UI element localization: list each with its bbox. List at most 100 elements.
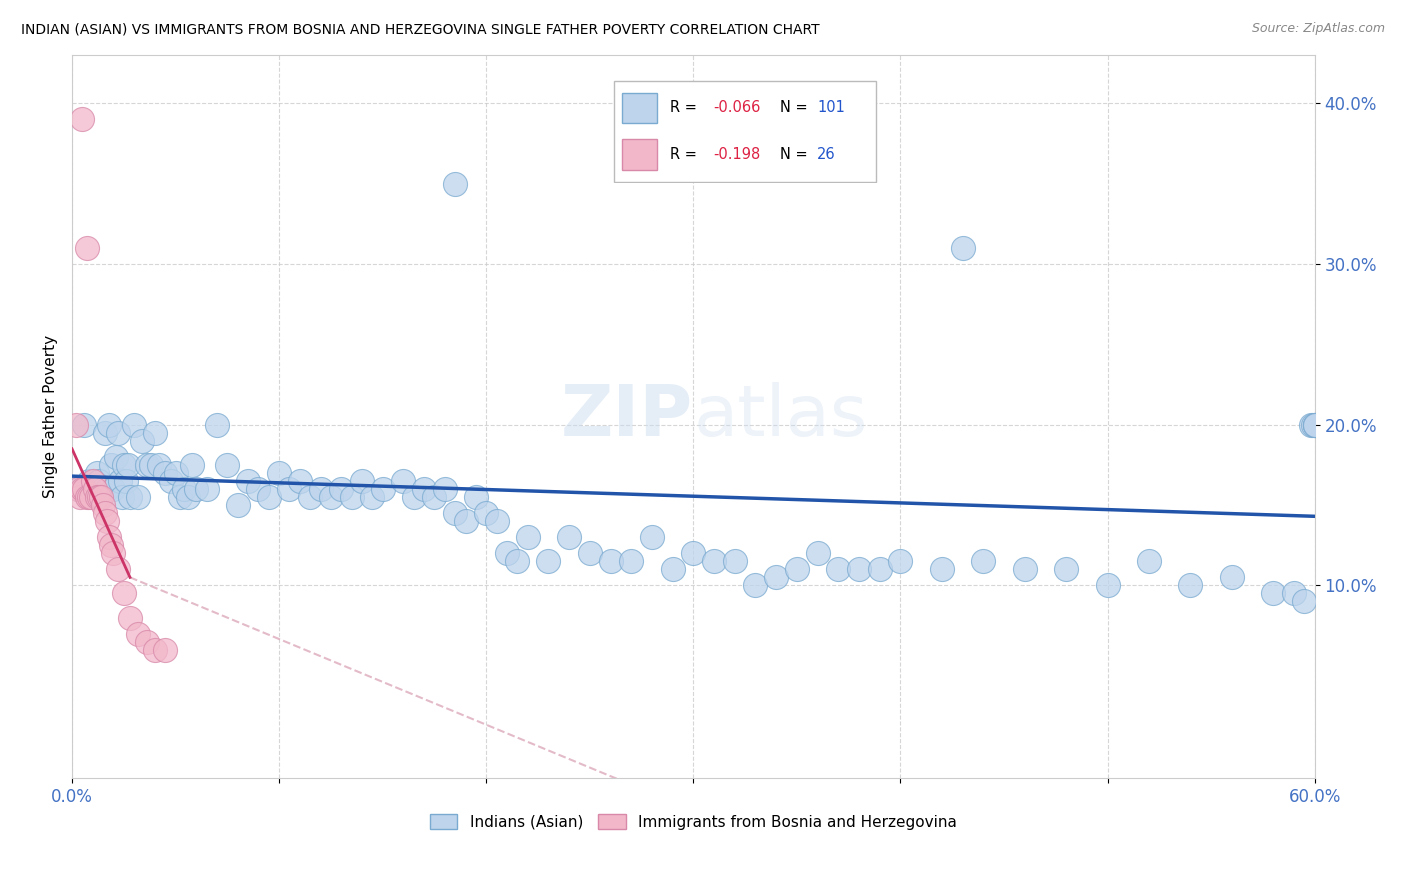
Point [76, 490, 98, 504]
Point [931, 562, 953, 576]
Point [118, 610, 141, 624]
Point [869, 562, 891, 576]
Point [496, 546, 519, 560]
Point [661, 562, 683, 576]
Point [288, 474, 311, 488]
Point [73, 417, 96, 432]
Point [195, 482, 218, 496]
Point [108, 474, 131, 488]
Point [111, 490, 134, 504]
Point [423, 490, 446, 504]
Point [100, 458, 122, 472]
Point [127, 626, 149, 640]
Point [506, 554, 529, 568]
Text: ZIP: ZIP [561, 382, 693, 451]
Point [112, 458, 135, 472]
Point [516, 530, 538, 544]
Point [118, 490, 141, 504]
Point [1014, 562, 1036, 576]
FancyBboxPatch shape [614, 81, 876, 182]
Point [155, 466, 177, 480]
Point [205, 417, 228, 432]
Point [127, 490, 149, 504]
Point [371, 482, 394, 496]
Point [83, 490, 105, 504]
Text: Source: ZipAtlas.com: Source: ZipAtlas.com [1251, 22, 1385, 36]
Point [278, 482, 301, 496]
Text: N =: N = [780, 146, 813, 161]
Point [703, 554, 725, 568]
Point [1180, 578, 1202, 592]
Point [96, 482, 118, 496]
Point [1220, 570, 1243, 584]
Point [578, 546, 600, 560]
Text: R =: R = [671, 146, 702, 161]
Point [1137, 554, 1160, 568]
Point [117, 458, 139, 472]
Point [160, 474, 183, 488]
Point [319, 490, 342, 504]
Point [131, 434, 153, 448]
Point [485, 514, 508, 528]
Text: -0.198: -0.198 [713, 146, 761, 161]
Point [86, 490, 108, 504]
Point [77, 474, 100, 488]
Point [69, 490, 91, 504]
Point [94, 425, 117, 440]
Point [848, 562, 870, 576]
Point [309, 482, 332, 496]
Point [444, 506, 467, 520]
Point [889, 554, 911, 568]
Point [104, 450, 127, 464]
Point [155, 642, 177, 657]
Point [98, 417, 121, 432]
Y-axis label: Single Father Poverty: Single Father Poverty [44, 335, 58, 499]
Point [226, 498, 249, 512]
Point [537, 554, 560, 568]
Point [433, 482, 456, 496]
Point [169, 490, 191, 504]
Point [67, 482, 90, 496]
Point [1299, 417, 1322, 432]
Point [392, 474, 415, 488]
Point [76, 241, 98, 255]
Point [1303, 417, 1326, 432]
Point [827, 562, 849, 576]
Point [173, 482, 195, 496]
Point [107, 425, 129, 440]
Point [82, 482, 104, 496]
Legend: Indians (Asian), Immigrants from Bosnia and Herzegovina: Indians (Asian), Immigrants from Bosnia … [423, 807, 963, 836]
Point [83, 482, 105, 496]
Point [112, 586, 135, 600]
Point [620, 554, 643, 568]
Point [115, 474, 138, 488]
Point [744, 578, 766, 592]
Point [444, 177, 467, 191]
Point [143, 642, 166, 657]
Point [475, 506, 498, 520]
Point [402, 490, 425, 504]
Point [148, 458, 170, 472]
Text: R =: R = [671, 101, 702, 115]
Point [269, 466, 291, 480]
Bar [623, 93, 657, 123]
Point [73, 482, 96, 496]
Bar [623, 139, 657, 169]
Point [558, 530, 581, 544]
Point [77, 490, 100, 504]
Point [972, 554, 994, 568]
Point [299, 490, 322, 504]
Text: INDIAN (ASIAN) VS IMMIGRANTS FROM BOSNIA AND HERZEGOVINA SINGLE FATHER POVERTY C: INDIAN (ASIAN) VS IMMIGRANTS FROM BOSNIA… [21, 22, 820, 37]
Point [464, 490, 486, 504]
Point [186, 482, 208, 496]
Point [65, 417, 87, 432]
Point [98, 530, 121, 544]
Point [1303, 417, 1326, 432]
Point [165, 466, 187, 480]
Text: atlas: atlas [693, 382, 868, 451]
Point [91, 498, 114, 512]
Text: 101: 101 [817, 101, 845, 115]
Point [122, 417, 145, 432]
Point [236, 474, 259, 488]
Point [454, 514, 477, 528]
